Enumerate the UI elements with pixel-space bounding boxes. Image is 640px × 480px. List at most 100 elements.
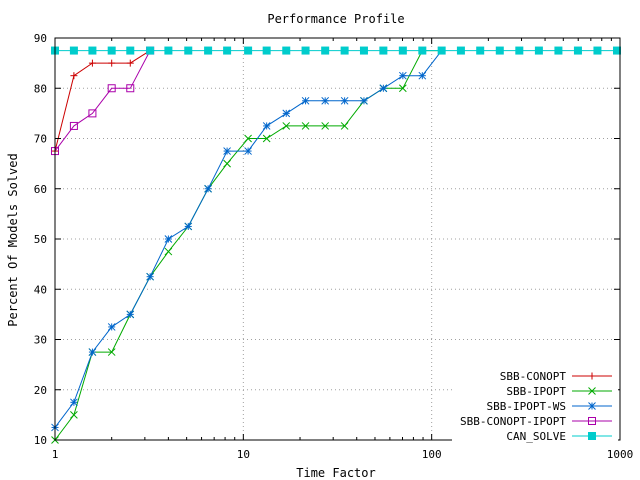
- data-point-can-solve: [146, 46, 155, 55]
- legend-label-sbb-conopt: SBB-CONOPT: [500, 370, 567, 383]
- axes: 10 20 30 40 50 60 70 80 90 1 10 100 1000: [34, 32, 634, 461]
- data-point-sbb-ipopt-ws: [360, 96, 368, 105]
- x-tick-label: 10: [237, 448, 250, 461]
- data-point-can-solve: [204, 46, 213, 55]
- y-axis-label: Percent Of Models Solved: [6, 153, 20, 326]
- y-tick-label: 70: [34, 133, 47, 146]
- series-line-sbb-ipopt: [54, 50, 442, 441]
- data-point-sbb-conopt-ipopt: [88, 109, 97, 118]
- plot-series: [51, 46, 622, 444]
- y-tick-label: 60: [34, 183, 47, 196]
- legend-marker-can-solve: [588, 432, 596, 440]
- data-point-can-solve: [282, 46, 291, 55]
- data-point-sbb-ipopt-ws: [70, 398, 78, 407]
- y-tick-label: 40: [34, 283, 47, 296]
- y-tick-label: 80: [34, 82, 47, 95]
- data-point-sbb-ipopt: [244, 134, 252, 143]
- data-point-sbb-conopt: [126, 59, 134, 67]
- data-point-sbb-ipopt-ws: [282, 109, 291, 118]
- legend-label-sbb-ipopt-ws: SBB-IPOPT-WS: [487, 400, 566, 413]
- legend-marker-sbb-conopt-ipopt: [588, 417, 596, 425]
- y-tick-label: 20: [34, 384, 47, 397]
- data-point-sbb-conopt-ipopt: [69, 121, 78, 130]
- data-point-can-solve: [88, 46, 97, 55]
- grid-lines: [55, 38, 620, 440]
- series-line-sbb-conopt: [54, 50, 151, 152]
- data-point-sbb-conopt-ipopt: [107, 84, 116, 93]
- legend-label-sbb-ipopt: SBB-IPOPT: [506, 385, 566, 398]
- data-point-sbb-ipopt-ws: [262, 122, 271, 130]
- data-point-can-solve: [164, 46, 173, 55]
- data-point-sbb-ipopt: [282, 122, 291, 130]
- data-point-sbb-ipopt-ws: [204, 184, 212, 193]
- data-point-sbb-ipopt-ws: [244, 147, 252, 155]
- data-point-sbb-ipopt-ws: [107, 323, 116, 331]
- data-point-can-solve: [379, 46, 388, 55]
- data-point-can-solve: [476, 46, 485, 55]
- chart-title: Performance Profile: [267, 12, 404, 26]
- data-point-sbb-ipopt: [340, 122, 349, 130]
- data-point-can-solve: [573, 46, 582, 55]
- legend-label-sbb-conopt-ipopt: SBB-CONOPT-IPOPT: [460, 415, 566, 428]
- data-point-sbb-ipopt: [321, 122, 330, 130]
- data-point-can-solve: [495, 46, 504, 55]
- x-tick-label: 100: [422, 448, 442, 461]
- data-point-can-solve: [554, 46, 563, 55]
- y-tick-label: 10: [34, 434, 47, 447]
- data-point-sbb-ipopt: [301, 122, 310, 130]
- x-tick-label: 1: [52, 448, 59, 461]
- data-point-can-solve: [126, 46, 135, 55]
- data-point-can-solve: [359, 46, 368, 55]
- data-point-can-solve: [223, 46, 232, 55]
- x-axis-label: Time Factor: [296, 466, 375, 480]
- data-point-sbb-ipopt: [398, 84, 407, 93]
- data-point-can-solve: [534, 46, 543, 55]
- data-point-sbb-ipopt: [262, 134, 271, 143]
- data-point-sbb-conopt: [108, 59, 116, 67]
- data-point-can-solve: [262, 46, 271, 55]
- data-point-sbb-ipopt-ws: [126, 310, 135, 319]
- data-point-sbb-ipopt-ws: [223, 147, 231, 155]
- data-point-can-solve: [418, 46, 427, 55]
- legend-marker-sbb-ipopt: [588, 387, 596, 395]
- data-point-sbb-ipopt: [223, 159, 231, 168]
- data-point-can-solve: [69, 46, 78, 55]
- data-point-sbb-ipopt: [70, 411, 78, 419]
- data-point-can-solve: [515, 46, 524, 55]
- x-tick-label: 1000: [607, 448, 634, 461]
- plot-border: [54, 37, 621, 441]
- data-point-sbb-conopt: [88, 59, 96, 67]
- data-point-sbb-ipopt: [107, 348, 116, 356]
- legend: SBB-CONOPT SBB-IPOPT SBB-IPOPT-WS SBB-CONOP…: [452, 368, 618, 445]
- data-point-sbb-ipopt-ws: [164, 235, 173, 243]
- legend-marker-sbb-conopt: [588, 372, 596, 380]
- data-point-can-solve: [244, 46, 253, 55]
- data-point-sbb-ipopt-ws: [398, 71, 407, 80]
- data-point-sbb-ipopt-ws: [184, 222, 193, 231]
- data-point-can-solve: [107, 46, 116, 55]
- data-point-sbb-ipopt-ws: [88, 348, 97, 356]
- data-point-can-solve: [184, 46, 193, 55]
- data-point-can-solve: [301, 46, 310, 55]
- data-point-sbb-ipopt-ws: [321, 96, 330, 105]
- data-point-sbb-ipopt-ws: [379, 84, 388, 93]
- legend-label-can-solve: CAN_SOLVE: [506, 430, 566, 443]
- data-point-sbb-ipopt: [164, 247, 173, 256]
- data-point-can-solve: [456, 46, 465, 55]
- y-tick-label: 30: [34, 334, 47, 347]
- legend-marker-sbb-ipopt-ws: [588, 402, 596, 410]
- data-point-sbb-ipopt-ws: [146, 272, 154, 281]
- y-tick-label: 90: [34, 32, 47, 45]
- data-point-sbb-ipopt-ws: [340, 96, 349, 105]
- data-point-sbb-ipopt-ws: [418, 71, 427, 80]
- data-point-can-solve: [340, 46, 349, 55]
- data-point-can-solve: [437, 46, 446, 55]
- data-point-sbb-conopt: [70, 72, 78, 80]
- y-tick-label: 50: [34, 233, 47, 246]
- data-point-can-solve: [321, 46, 330, 55]
- data-point-sbb-ipopt-ws: [301, 96, 310, 105]
- data-point-can-solve: [398, 46, 407, 55]
- data-point-can-solve: [593, 46, 602, 55]
- data-point-sbb-conopt-ipopt: [126, 84, 135, 93]
- data-point-can-solve: [613, 46, 622, 55]
